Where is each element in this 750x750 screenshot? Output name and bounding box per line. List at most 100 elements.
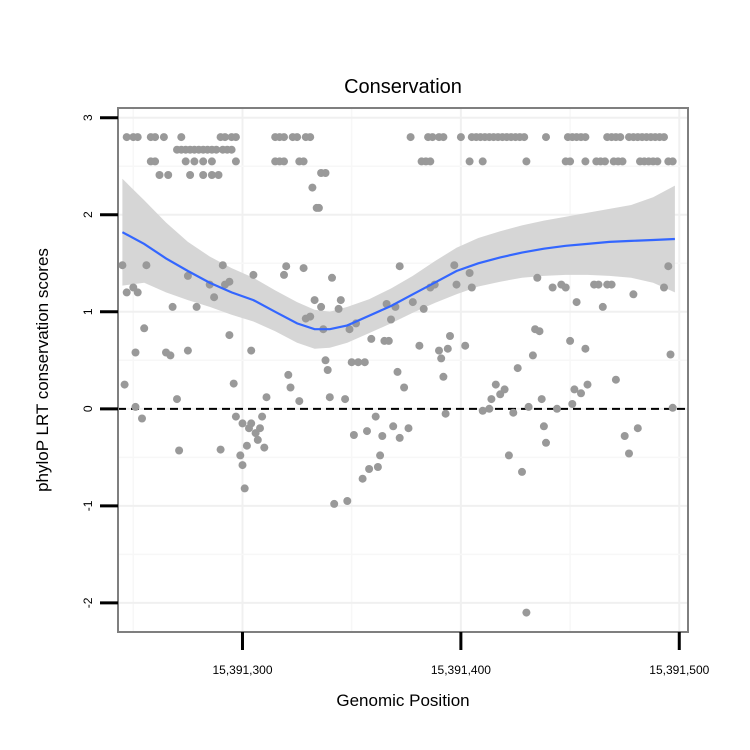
data-point [504, 451, 513, 460]
data-point [461, 341, 470, 350]
data-point [446, 332, 454, 340]
data-point [419, 304, 428, 313]
data-point [295, 397, 304, 406]
data-point [524, 402, 533, 411]
data-point [175, 446, 184, 455]
data-point [577, 389, 585, 398]
data-point [601, 157, 609, 166]
data-point [426, 157, 435, 166]
data-point [221, 280, 229, 289]
data-point [183, 346, 192, 355]
data-point [485, 404, 494, 413]
data-point [478, 157, 487, 166]
data-point [520, 133, 529, 142]
data-point [199, 171, 208, 179]
data-point [358, 474, 367, 483]
x-tick-label: 15,391,300 [212, 663, 272, 677]
data-point [238, 461, 247, 470]
data-point [439, 372, 448, 381]
data-point [159, 133, 168, 142]
data-point [384, 336, 393, 345]
data-point [653, 157, 662, 166]
data-point [620, 432, 629, 440]
data-point [456, 133, 465, 142]
confidence-band-area [122, 178, 675, 349]
data-point [478, 406, 487, 415]
data-point [131, 348, 140, 357]
data-point [553, 404, 561, 413]
data-point [400, 383, 409, 392]
data-point [253, 435, 262, 444]
data-point [542, 133, 550, 142]
data-point [443, 344, 452, 353]
data-point [668, 157, 677, 166]
y-axis-label: phyloP LRT conservation scores [33, 248, 52, 492]
data-point [207, 157, 216, 166]
data-point [247, 419, 256, 428]
chart-title: Conservation [344, 76, 462, 98]
data-point [323, 366, 332, 374]
data-point [260, 443, 269, 452]
data-point [435, 346, 443, 355]
data-point [395, 262, 404, 271]
data-point [293, 133, 302, 142]
data-point [225, 331, 234, 340]
data-point [404, 424, 413, 433]
data-point [465, 157, 474, 166]
data-point [280, 157, 288, 166]
data-point [341, 395, 350, 404]
data-point [177, 133, 186, 142]
data-point [594, 280, 603, 289]
data-point [371, 412, 380, 421]
data-point [280, 270, 288, 279]
data-point [542, 438, 550, 447]
data-point [138, 414, 146, 423]
data-point [299, 157, 308, 166]
x-tick-label: 15,391,500 [649, 663, 709, 677]
data-point [437, 354, 446, 363]
data-point [365, 465, 374, 473]
data-point [151, 157, 160, 166]
data-point [633, 424, 642, 433]
data-point [581, 344, 590, 353]
smooth-line [121, 231, 675, 331]
data-point [583, 380, 592, 389]
data-point [548, 283, 557, 292]
data-point [349, 431, 358, 439]
data-point [181, 157, 190, 166]
data-point [310, 296, 319, 305]
data-point [666, 350, 675, 359]
data-point [566, 336, 575, 345]
data-point [533, 273, 542, 282]
data-point [566, 157, 575, 166]
data-point [133, 288, 142, 297]
data-point [183, 271, 192, 280]
data-point [376, 451, 385, 460]
data-point [166, 351, 175, 360]
data-point [467, 283, 476, 292]
data-point [572, 298, 581, 307]
data-point [354, 358, 363, 367]
data-point [325, 393, 334, 402]
y-tick-label: -2 [81, 597, 95, 608]
data-point [334, 304, 343, 313]
data-point [450, 261, 459, 270]
y-tick-label: 2 [81, 211, 95, 218]
y-tick-label: 3 [81, 114, 95, 121]
data-point [140, 324, 149, 333]
y-tick-label: 0 [81, 405, 95, 412]
data-point [336, 296, 345, 305]
data-point [629, 290, 638, 299]
data-point [330, 499, 339, 508]
data-point [218, 261, 227, 270]
data-point [131, 402, 140, 411]
data-point [522, 608, 531, 617]
x-axis-label: Genomic Position [336, 691, 469, 710]
data-point [509, 408, 518, 417]
data-point [428, 133, 437, 142]
data-point [539, 422, 548, 431]
data-point [389, 422, 398, 431]
data-point [321, 169, 330, 177]
data-point [367, 334, 376, 343]
